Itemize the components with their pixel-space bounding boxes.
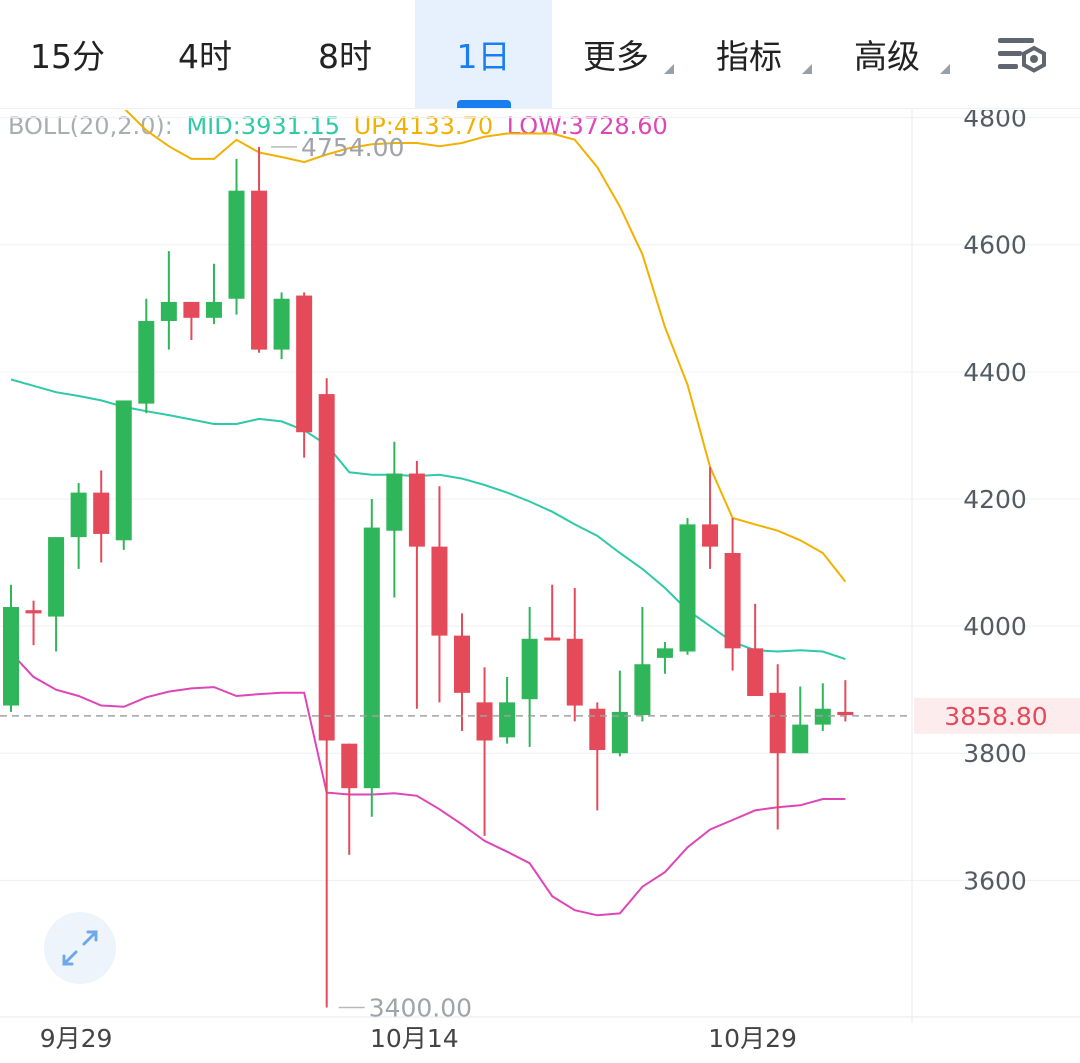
candle-body (25, 610, 42, 614)
boll-upper-line (124, 110, 847, 583)
x-tick-label: 10月29 (708, 1024, 797, 1053)
timeframe-tab-bar: 15分 4时 8时 1日 更多 指标 高级 (0, 0, 1080, 109)
candle-body (544, 637, 561, 641)
y-tick-label: 4600 (963, 231, 1027, 260)
candlestick-chart[interactable]: 4800 4600 4400 4200 4000 3800 3600 9月29 10月14 10月… (0, 110, 1080, 1063)
x-tick-label: 9月29 (40, 1024, 113, 1053)
tab-more-caret-icon (664, 64, 674, 74)
candle-body (408, 473, 425, 547)
candle-body (747, 648, 764, 697)
y-tick-label: 4200 (963, 485, 1027, 514)
candle-body (679, 524, 696, 652)
boll-indicator-legend: BOLL(20,2.0): MID:3931.15 UP:4133.70 LOW… (8, 112, 674, 140)
boll-up-value: UP:4133.70 (353, 112, 494, 140)
candle-body (566, 638, 583, 706)
candle-body (93, 492, 110, 534)
tab-indicators-label: 指标 (716, 37, 782, 76)
candle-body (48, 537, 65, 617)
boll-mid-value: MID:3931.15 (186, 112, 341, 140)
y-tick-label: 4000 (963, 612, 1027, 641)
candle-body (70, 492, 87, 538)
active-tab-underline (456, 100, 511, 108)
candle-body (499, 702, 516, 738)
candle-body (363, 527, 380, 789)
tab-advanced[interactable]: 高级 (818, 0, 956, 108)
candle-body (589, 708, 606, 751)
candle-body (296, 295, 313, 433)
candle-body (611, 711, 628, 754)
candle-body (769, 692, 786, 754)
expand-button[interactable] (44, 912, 116, 984)
candle-body (115, 400, 132, 541)
tab-advanced-caret-icon (940, 64, 950, 74)
candle-body (3, 607, 19, 706)
candle-body (702, 524, 719, 547)
tab-8h-label: 8时 (318, 37, 372, 76)
boll-mid-line (10, 378, 846, 661)
boll-name: BOLL(20,2.0): (8, 112, 173, 140)
high-marker-label: 4754.00 (301, 133, 404, 162)
tab-15min-label: 15分 (30, 37, 105, 76)
y-tick-label: 4400 (963, 358, 1027, 387)
candle-body (273, 298, 290, 350)
candle-body (656, 648, 673, 658)
tab-more-label: 更多 (583, 37, 649, 76)
candle-body (814, 708, 831, 725)
candle-body (386, 473, 403, 531)
tab-1d-label: 1日 (456, 37, 511, 76)
candle-body (476, 702, 493, 741)
y-tick-label: 3600 (963, 866, 1027, 895)
tab-8h[interactable]: 8时 (275, 0, 415, 108)
tab-indicators[interactable]: 指标 (680, 0, 818, 108)
x-tick-label: 10月14 (370, 1024, 459, 1053)
tab-more[interactable]: 更多 (552, 0, 680, 108)
tab-15min[interactable]: 15分 (0, 0, 135, 108)
candle-body (521, 638, 538, 700)
candle-body (205, 301, 222, 318)
candle-body (454, 635, 470, 693)
current-price-label: 3858.80 (944, 702, 1047, 731)
candle-body (837, 711, 854, 716)
tab-advanced-label: 高级 (854, 37, 920, 76)
current-price-tag (914, 697, 1080, 734)
boll-lower-line (10, 652, 846, 917)
expand-icon (62, 930, 98, 966)
candle-body (724, 552, 741, 649)
chart-settings-icon[interactable] (994, 32, 1050, 80)
candle-body (160, 301, 177, 321)
candle-body (634, 664, 651, 716)
candle-body (251, 190, 268, 350)
candle-body (318, 394, 335, 741)
low-marker-label: 3400.00 (369, 993, 472, 1022)
y-tick-label: 4800 (963, 110, 1027, 133)
tab-4h-label: 4时 (178, 37, 232, 76)
tab-1d[interactable]: 1日 (415, 0, 552, 108)
tab-indicators-caret-icon (802, 64, 812, 74)
tab-4h[interactable]: 4时 (135, 0, 275, 108)
candle-body (431, 546, 448, 636)
candle-body (341, 743, 358, 789)
candle-body (228, 190, 245, 299)
candle-body (138, 320, 155, 404)
candle-body (183, 301, 200, 318)
candle-body (792, 724, 809, 754)
boll-low-value: LOW:3728.60 (506, 112, 668, 140)
y-tick-label: 3800 (963, 739, 1027, 768)
